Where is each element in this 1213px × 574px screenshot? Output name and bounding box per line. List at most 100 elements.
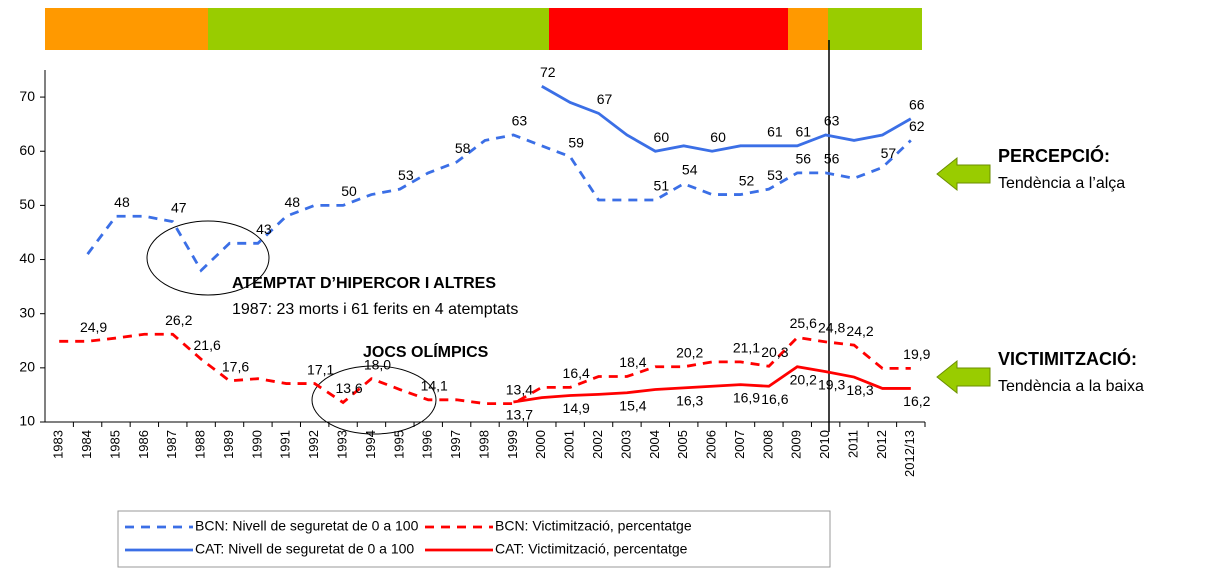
- y-tick-label: 30: [19, 304, 35, 320]
- data-label: 54: [682, 161, 698, 177]
- data-label: 66: [909, 96, 925, 112]
- data-label: 25,6: [790, 315, 817, 331]
- annotation: JOCS OLÍMPICS: [363, 342, 489, 361]
- data-label: 20,2: [790, 371, 817, 387]
- data-label: 17,1: [307, 361, 334, 377]
- period-segment: [45, 8, 208, 50]
- data-label: 57: [881, 145, 897, 161]
- x-tick-label: 2003: [618, 430, 633, 459]
- data-label: 19,3: [818, 376, 845, 392]
- x-tick-label: 1985: [107, 430, 122, 459]
- x-tick-label: 2000: [533, 430, 548, 459]
- data-label: 63: [824, 113, 840, 129]
- data-label: 24,9: [80, 319, 107, 335]
- data-label: 14,1: [421, 378, 448, 394]
- data-label: 13,4: [506, 381, 533, 397]
- legend-label: BCN: Nivell de seguretat de 0 a 100: [195, 518, 419, 534]
- data-label: 13,6: [335, 380, 362, 396]
- data-label: 13,7: [506, 407, 533, 423]
- data-label: 58: [455, 140, 471, 156]
- annotation-ellipse: [311, 365, 437, 435]
- data-label: 15,4: [619, 397, 646, 413]
- data-label: 19,9: [903, 346, 930, 362]
- x-tick-label: 2008: [760, 430, 775, 459]
- side-text: Tendència a la baixa: [998, 378, 1144, 395]
- data-label: 52: [739, 172, 755, 188]
- x-tick-label: 2002: [590, 430, 605, 459]
- x-tick-label: 1983: [51, 430, 66, 459]
- data-label: 24,8: [818, 320, 845, 336]
- legend: [117, 510, 831, 568]
- line: [59, 332, 911, 405]
- x-tick-label: 1986: [136, 430, 151, 459]
- data-label: 21,6: [194, 337, 221, 353]
- line: [541, 85, 912, 153]
- data-label: 47: [171, 199, 187, 215]
- y-tick-label: 40: [19, 250, 35, 266]
- x-tick-label: 2012: [874, 430, 889, 459]
- legend-label: CAT: Victimització, percentatge: [495, 541, 688, 557]
- x-tick-label: 1996: [420, 430, 435, 459]
- data-label: 43: [256, 221, 272, 237]
- data-label: 14,9: [563, 400, 590, 416]
- x-tick-label: 1991: [278, 430, 293, 459]
- data-label: 16,2: [903, 393, 930, 409]
- y-tick-label: 70: [19, 88, 35, 104]
- y-tick-label: 50: [19, 196, 35, 212]
- x-tick-label: 2001: [562, 430, 577, 459]
- x-tick-label: 1994: [363, 430, 378, 459]
- data-label: 53: [767, 167, 783, 183]
- data-label: 53: [398, 167, 414, 183]
- data-label: 20,3: [761, 344, 788, 360]
- annotation-ellipse: [146, 220, 270, 296]
- x-tick-label: 1987: [164, 430, 179, 459]
- x-tick-label: 1999: [505, 430, 520, 459]
- legend-label: BCN: Victimització, percentatge: [495, 518, 692, 534]
- x-tick-label: 1992: [306, 430, 321, 459]
- data-label: 21,1: [733, 340, 760, 356]
- data-label: 16,6: [761, 391, 788, 407]
- data-label: 63: [512, 113, 528, 129]
- arrow: [936, 156, 991, 192]
- data-label: 72: [540, 64, 556, 80]
- x-tick-label: 2011: [845, 430, 860, 458]
- data-label: 56: [795, 151, 811, 167]
- x-tick-label: 2012/13: [902, 430, 917, 477]
- period-segment: [788, 8, 828, 50]
- x-tick-label: 1995: [391, 430, 406, 459]
- data-label: 18,4: [619, 354, 646, 370]
- data-label: 18,3: [846, 382, 873, 398]
- y-tick-label: 10: [19, 413, 35, 429]
- side-title: VICTIMITZACIÓ:: [998, 348, 1137, 369]
- data-label: 59: [568, 134, 584, 150]
- line: [86, 133, 912, 273]
- data-label: 16,4: [563, 365, 590, 381]
- data-label: 61: [767, 124, 783, 140]
- x-tick-label: 2007: [732, 430, 747, 459]
- data-label: 24,2: [846, 323, 873, 339]
- x-tick-label: 1989: [221, 430, 236, 459]
- x-tick-label: 1988: [193, 430, 208, 459]
- data-label: 60: [654, 129, 670, 145]
- data-label: 16,3: [676, 393, 703, 409]
- annotation: ATEMPTAT D’HIPERCOR I ALTRES: [232, 275, 496, 292]
- x-tick-label: 1998: [476, 430, 491, 459]
- x-tick-label: 2006: [704, 430, 719, 459]
- x-tick-label: 2005: [675, 430, 690, 459]
- data-label: 18,0: [364, 356, 391, 372]
- arrow: [936, 359, 991, 395]
- y-tick-label: 20: [19, 359, 35, 375]
- x-tick-label: 1990: [249, 430, 264, 459]
- x-tick-label: 2010: [817, 430, 832, 459]
- x-tick-label: 2009: [789, 430, 804, 459]
- x-tick-label: 1993: [335, 430, 350, 459]
- annotation: 1987: 23 morts i 61 ferits en 4 atemptat…: [232, 301, 518, 318]
- data-label: 56: [824, 151, 840, 167]
- data-label: 51: [654, 178, 670, 194]
- data-label: 16,9: [733, 389, 760, 405]
- data-label: 48: [114, 194, 130, 210]
- data-label: 67: [597, 91, 613, 107]
- data-label: 50: [341, 183, 357, 199]
- legend-label: CAT: Nivell de seguretat de 0 a 100: [195, 541, 414, 557]
